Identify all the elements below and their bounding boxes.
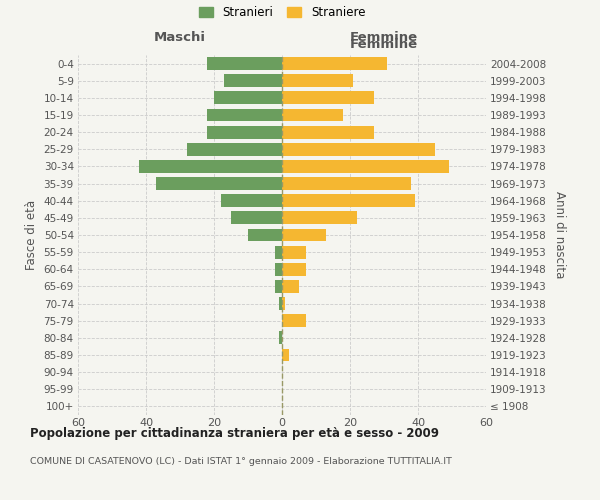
Bar (282, 143, 435, 156)
Bar (231, 212, 282, 224)
Bar (224, 74, 282, 87)
Bar (221, 194, 282, 207)
Text: Popolazione per cittadinanza straniera per età e sesso - 2009: Popolazione per cittadinanza straniera p… (30, 428, 439, 440)
Bar (282, 228, 326, 241)
Y-axis label: Fasce di età: Fasce di età (25, 200, 38, 270)
Legend: Stranieri, Straniere: Stranieri, Straniere (199, 6, 365, 19)
Bar (275, 263, 282, 276)
Bar (214, 92, 282, 104)
Text: Femmine: Femmine (350, 38, 418, 52)
Y-axis label: Anni di nascita: Anni di nascita (553, 192, 566, 278)
Bar (282, 194, 415, 207)
Bar (207, 126, 282, 138)
Bar (282, 160, 449, 173)
Bar (282, 108, 343, 122)
Bar (282, 212, 357, 224)
Bar (282, 57, 388, 70)
Bar (207, 57, 282, 70)
Bar (207, 108, 282, 122)
Bar (282, 126, 374, 138)
Bar (275, 246, 282, 258)
Bar (275, 280, 282, 293)
Text: COMUNE DI CASATENOVO (LC) - Dati ISTAT 1° gennaio 2009 - Elaborazione TUTTITALIA: COMUNE DI CASATENOVO (LC) - Dati ISTAT 1… (30, 458, 452, 466)
Bar (282, 74, 353, 87)
Bar (282, 246, 306, 258)
Bar (278, 332, 282, 344)
Bar (187, 143, 282, 156)
Bar (278, 297, 282, 310)
Bar (282, 297, 286, 310)
Text: Maschi: Maschi (154, 31, 206, 44)
Bar (282, 348, 289, 362)
Bar (139, 160, 282, 173)
Text: Femmine: Femmine (350, 31, 418, 44)
Bar (156, 177, 282, 190)
Bar (282, 280, 299, 293)
Bar (248, 228, 282, 241)
Bar (282, 92, 374, 104)
Bar (282, 263, 306, 276)
Bar (282, 314, 306, 327)
Bar (282, 177, 411, 190)
